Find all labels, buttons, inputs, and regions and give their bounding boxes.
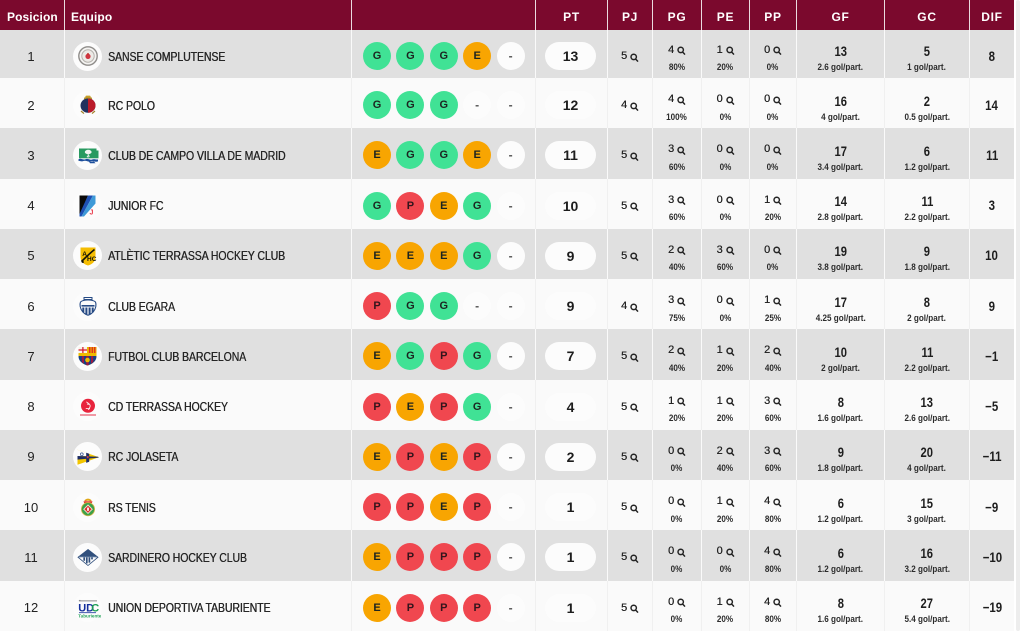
svg-text:Taburiente: Taburiente — [78, 613, 101, 618]
svg-text:J: J — [90, 209, 94, 216]
svg-text:UD: UD — [78, 602, 94, 614]
svg-text:HC: HC — [87, 256, 97, 263]
svg-text:C: C — [91, 602, 99, 614]
svg-text:A: A — [82, 251, 87, 258]
